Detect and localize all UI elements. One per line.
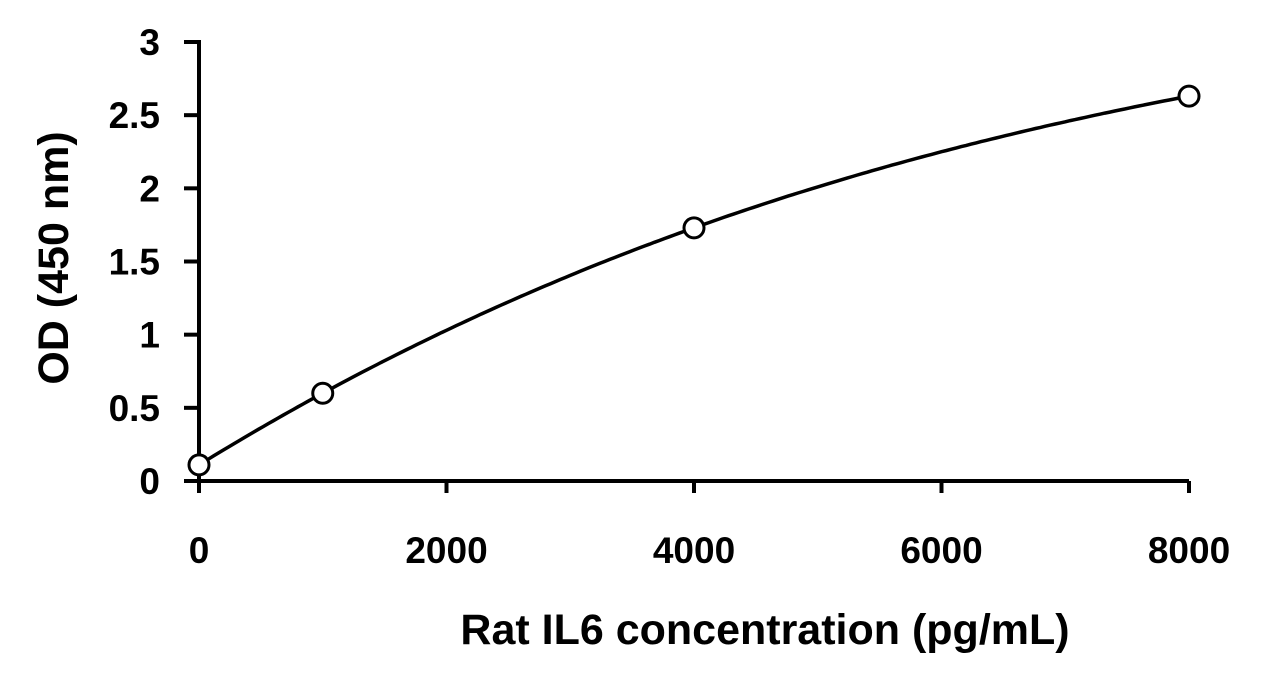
- data-point: [682, 216, 706, 240]
- y-tick-label: 1.5: [109, 242, 160, 283]
- x-tick-label: 0: [189, 530, 210, 571]
- y-tick-label: 2.5: [109, 95, 160, 136]
- fit-curve: [198, 94, 1190, 467]
- fit-line: [198, 94, 1190, 467]
- x-tick-label: 4000: [653, 530, 735, 571]
- x-tick-label: 8000: [1148, 530, 1230, 571]
- data-points: [187, 84, 1201, 477]
- x-axis-label: Rat IL6 concentration (pg/mL): [460, 606, 1069, 654]
- tick-labels: 0 0.5 1 1.5 2 2.5 3 0 2000 4000 6000 8000: [109, 22, 1231, 571]
- y-tick-label: 3: [139, 22, 160, 63]
- y-tick-label: 1: [139, 315, 160, 356]
- y-tick-label: 0.5: [109, 388, 160, 429]
- axes: [184, 40, 1191, 493]
- y-tick-label: 0: [139, 461, 160, 502]
- y-tick-label: 2: [139, 168, 160, 209]
- data-point: [1177, 84, 1201, 108]
- data-point: [311, 381, 335, 405]
- x-tick-label: 6000: [900, 530, 982, 571]
- data-point: [187, 453, 211, 477]
- y-axis-label: OD (450 nm): [30, 131, 78, 384]
- x-tick-label: 2000: [405, 530, 487, 571]
